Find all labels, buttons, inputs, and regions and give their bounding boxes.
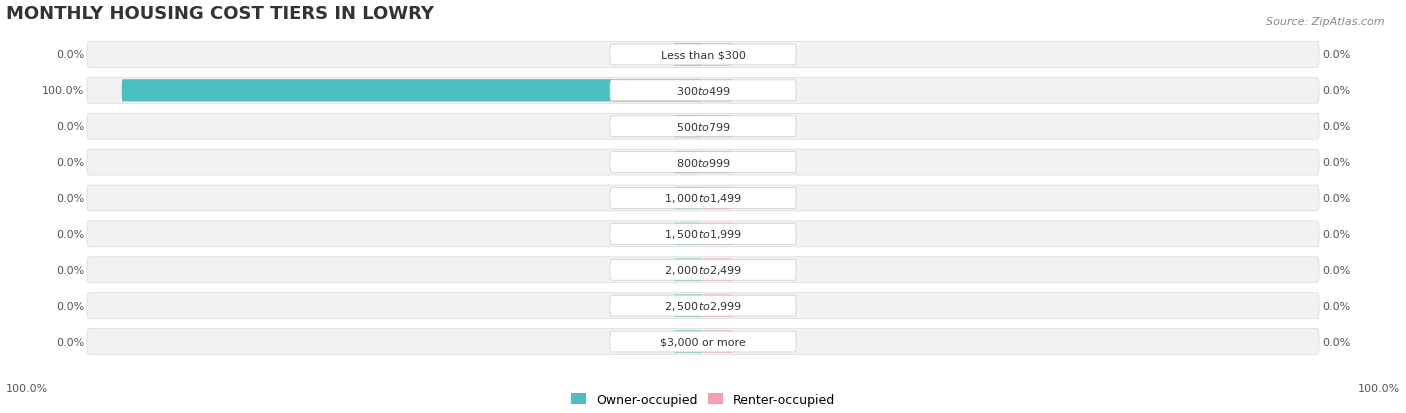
FancyBboxPatch shape	[610, 188, 796, 209]
FancyBboxPatch shape	[703, 116, 733, 138]
FancyBboxPatch shape	[673, 331, 703, 353]
FancyBboxPatch shape	[610, 81, 796, 102]
FancyBboxPatch shape	[703, 331, 733, 353]
FancyBboxPatch shape	[87, 78, 1319, 104]
FancyBboxPatch shape	[610, 296, 796, 316]
Text: 0.0%: 0.0%	[56, 265, 84, 275]
FancyBboxPatch shape	[610, 224, 796, 244]
FancyBboxPatch shape	[610, 152, 796, 173]
Text: Source: ZipAtlas.com: Source: ZipAtlas.com	[1267, 17, 1385, 26]
FancyBboxPatch shape	[703, 295, 733, 317]
Text: $500 to $799: $500 to $799	[675, 121, 731, 133]
FancyBboxPatch shape	[673, 152, 703, 174]
Text: 0.0%: 0.0%	[1322, 86, 1350, 96]
Text: $3,000 or more: $3,000 or more	[661, 337, 745, 347]
Text: 100.0%: 100.0%	[1358, 383, 1400, 393]
Text: 0.0%: 0.0%	[1322, 229, 1350, 239]
Text: 0.0%: 0.0%	[56, 229, 84, 239]
Text: Less than $300: Less than $300	[661, 50, 745, 60]
FancyBboxPatch shape	[87, 114, 1319, 140]
Text: $800 to $999: $800 to $999	[675, 157, 731, 169]
FancyBboxPatch shape	[87, 43, 1319, 68]
Text: 0.0%: 0.0%	[1322, 301, 1350, 311]
Text: $1,000 to $1,499: $1,000 to $1,499	[664, 192, 742, 205]
FancyBboxPatch shape	[703, 44, 733, 66]
Text: 0.0%: 0.0%	[1322, 337, 1350, 347]
FancyBboxPatch shape	[703, 188, 733, 210]
Text: 0.0%: 0.0%	[1322, 122, 1350, 132]
FancyBboxPatch shape	[87, 150, 1319, 176]
Text: MONTHLY HOUSING COST TIERS IN LOWRY: MONTHLY HOUSING COST TIERS IN LOWRY	[6, 5, 433, 23]
Text: 100.0%: 100.0%	[42, 86, 84, 96]
Text: 0.0%: 0.0%	[56, 194, 84, 204]
FancyBboxPatch shape	[703, 223, 733, 245]
Text: 0.0%: 0.0%	[56, 50, 84, 60]
FancyBboxPatch shape	[673, 295, 703, 317]
Text: 100.0%: 100.0%	[6, 383, 48, 393]
FancyBboxPatch shape	[87, 221, 1319, 247]
FancyBboxPatch shape	[87, 185, 1319, 211]
FancyBboxPatch shape	[610, 45, 796, 66]
Text: 0.0%: 0.0%	[1322, 50, 1350, 60]
Legend: Owner-occupied, Renter-occupied: Owner-occupied, Renter-occupied	[567, 388, 839, 411]
FancyBboxPatch shape	[87, 257, 1319, 283]
Text: $2,500 to $2,999: $2,500 to $2,999	[664, 299, 742, 312]
FancyBboxPatch shape	[703, 152, 733, 174]
FancyBboxPatch shape	[673, 188, 703, 210]
Text: 0.0%: 0.0%	[1322, 194, 1350, 204]
FancyBboxPatch shape	[703, 80, 733, 102]
Text: $300 to $499: $300 to $499	[675, 85, 731, 97]
Text: $2,000 to $2,499: $2,000 to $2,499	[664, 263, 742, 277]
Text: 0.0%: 0.0%	[1322, 265, 1350, 275]
Text: 0.0%: 0.0%	[1322, 158, 1350, 168]
FancyBboxPatch shape	[87, 329, 1319, 355]
FancyBboxPatch shape	[673, 223, 703, 245]
FancyBboxPatch shape	[703, 259, 733, 281]
FancyBboxPatch shape	[673, 44, 703, 66]
Text: 0.0%: 0.0%	[56, 301, 84, 311]
FancyBboxPatch shape	[122, 80, 703, 102]
Text: 0.0%: 0.0%	[56, 122, 84, 132]
FancyBboxPatch shape	[673, 259, 703, 281]
FancyBboxPatch shape	[610, 116, 796, 137]
Text: 0.0%: 0.0%	[56, 158, 84, 168]
Text: 0.0%: 0.0%	[56, 337, 84, 347]
Text: $1,500 to $1,999: $1,500 to $1,999	[664, 228, 742, 241]
FancyBboxPatch shape	[610, 331, 796, 352]
FancyBboxPatch shape	[87, 293, 1319, 319]
FancyBboxPatch shape	[610, 260, 796, 280]
FancyBboxPatch shape	[673, 116, 703, 138]
